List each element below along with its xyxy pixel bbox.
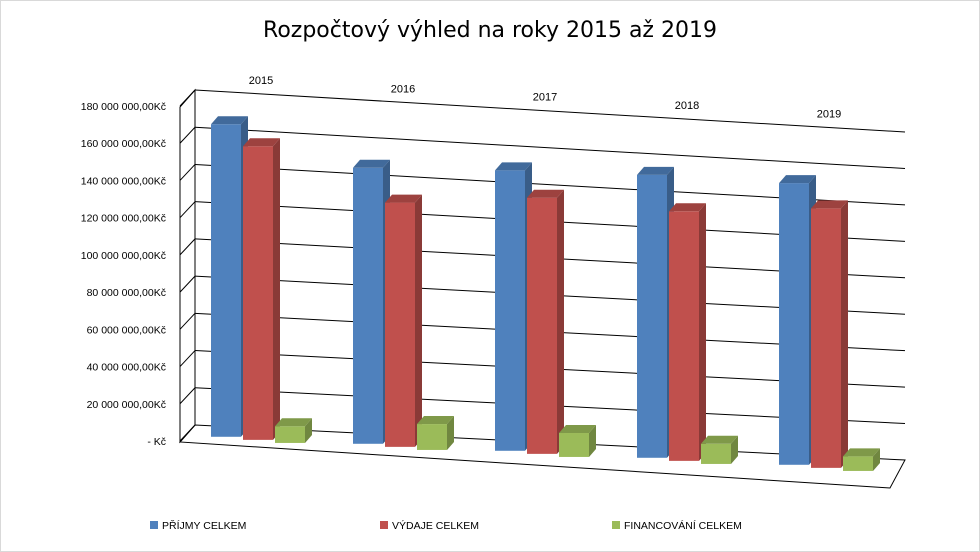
side-gridline: [179, 201, 196, 219]
bar-front: [811, 208, 841, 468]
bar: [243, 138, 280, 440]
x-tick-label: 2018: [675, 100, 699, 112]
bar-side: [273, 138, 280, 440]
bar: [417, 416, 454, 450]
bar: [701, 435, 738, 464]
bar: [495, 162, 532, 451]
bar: [669, 203, 706, 461]
side-gridline: [179, 350, 196, 367]
bar-side: [415, 194, 422, 447]
bar: [385, 194, 422, 447]
bar: [559, 425, 596, 457]
side-gridline: [179, 387, 196, 405]
bar: [353, 159, 390, 444]
y-tick-label: 80 000 000,00Kč: [87, 287, 166, 299]
legend-swatch: [150, 521, 158, 529]
y-tick-label: - Kč: [147, 436, 166, 448]
bar-top: [275, 418, 312, 427]
bar-front: [417, 424, 447, 450]
y-tick-label: 140 000 000,00Kč: [81, 175, 166, 187]
bar: [275, 418, 312, 443]
bar-front: [843, 456, 873, 471]
bar-top: [843, 448, 880, 457]
bar-top: [495, 162, 532, 171]
bar-side: [557, 189, 564, 454]
side-gridline: [179, 238, 196, 256]
bar: [843, 448, 880, 471]
bar-top: [701, 435, 738, 444]
side-gridline: [179, 164, 196, 181]
bar-top: [353, 159, 390, 168]
y-tick-label: 40 000 000,00Kč: [87, 362, 166, 374]
bar-side: [873, 448, 880, 471]
bar-front: [637, 174, 667, 458]
y-tick-label: 20 000 000,00Kč: [87, 399, 166, 411]
bar-front: [701, 443, 731, 464]
bar-top: [527, 189, 564, 198]
bar-top: [637, 166, 674, 175]
chart-title: Rozpočtový výhled na roky 2015 až 2019: [263, 18, 717, 43]
legend-item: PŘÍJMY CELKEM: [150, 519, 246, 532]
bar-top: [243, 138, 280, 147]
y-tick-label: 100 000 000,00Kč: [81, 250, 166, 262]
bar-front: [243, 146, 273, 440]
bar-top: [385, 194, 422, 203]
bar-front: [669, 211, 699, 461]
side-gridline: [179, 126, 196, 144]
y-tick-label: 160 000 000,00Kč: [81, 138, 166, 150]
bar-front: [559, 433, 589, 457]
bar-top: [811, 200, 848, 209]
bar-front: [527, 197, 557, 454]
y-tick-label: 180 000 000,00Kč: [81, 101, 166, 113]
bar-top: [669, 203, 706, 212]
legend-label: PŘÍJMY CELKEM: [162, 519, 246, 532]
bar-front: [353, 167, 383, 444]
legend-item: VÝDAJE CELKEM: [380, 519, 479, 532]
y-axis: - Kč 20 000 000,00Kč 40 000 000,00Kč 60 000…: [81, 89, 196, 448]
x-tick-label: 2019: [817, 109, 841, 121]
legend: PŘÍJMY CELKEM VÝDAJE CELKEM FINANCOVÁNÍ CE…: [150, 519, 742, 532]
x-tick-label: 2017: [533, 92, 557, 104]
bar-side: [305, 418, 312, 443]
bar: [637, 166, 674, 458]
bar: [527, 189, 564, 454]
bar-side: [447, 416, 454, 450]
bar-front: [779, 183, 809, 465]
legend-label: FINANCOVÁNÍ CELKEM: [624, 519, 742, 532]
bars: 2015 2016 2017 2018 2019: [211, 75, 880, 471]
x-tick-label: 2015: [249, 75, 273, 87]
y-tick-label: 60 000 000,00Kč: [87, 324, 166, 336]
legend-swatch: [612, 521, 620, 529]
bar-side: [589, 425, 596, 457]
legend-item: FINANCOVÁNÍ CELKEM: [612, 519, 742, 532]
bar-front: [211, 124, 241, 437]
bar-front: [275, 426, 305, 443]
bar-front: [495, 170, 525, 451]
bar-side: [841, 200, 848, 468]
legend-swatch: [380, 521, 388, 529]
bar-top: [211, 116, 248, 125]
bar: [211, 116, 248, 437]
side-gridline: [179, 275, 196, 293]
side-wall: [179, 88, 196, 444]
side-gridline: [179, 312, 196, 330]
bar: [811, 200, 848, 468]
bar: [779, 175, 816, 465]
gridline: [194, 126, 906, 169]
bar-front: [385, 202, 415, 447]
bar-top: [779, 175, 816, 184]
bar-top: [559, 425, 596, 434]
x-tick-label: 2016: [391, 83, 415, 95]
bar-side: [731, 435, 738, 464]
bar-side: [699, 203, 706, 461]
side-gridline: [179, 424, 196, 442]
legend-label: VÝDAJE CELKEM: [392, 519, 479, 532]
gridline: [194, 89, 906, 133]
y-tick-label: 120 000 000,00Kč: [81, 213, 166, 225]
bar-top: [417, 416, 454, 425]
side-gridline: [179, 89, 196, 107]
